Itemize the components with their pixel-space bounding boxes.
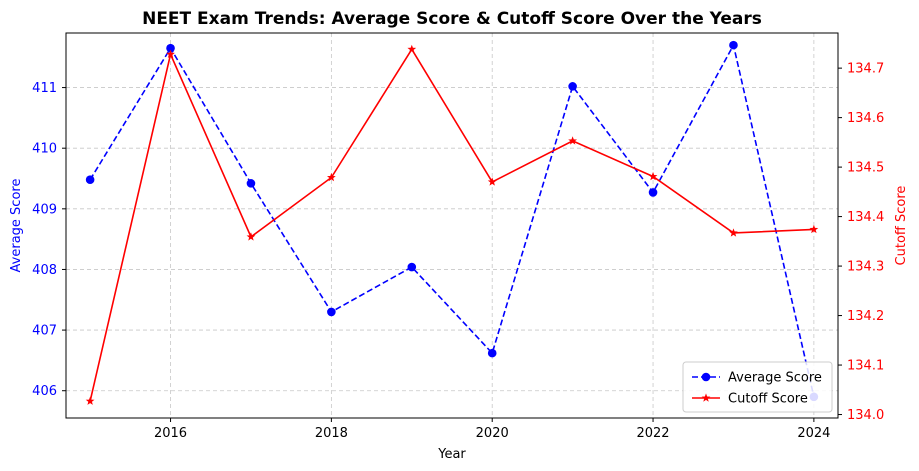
cutoff-score-point xyxy=(246,232,256,241)
y-right-tick-label: 134.4 xyxy=(847,210,884,225)
average-score-point xyxy=(407,262,417,272)
cutoff-score-point xyxy=(327,172,336,182)
cutoff-score-point xyxy=(487,177,497,186)
legend-cutoff-score-label: Cutoff Score xyxy=(728,392,808,407)
cutoff-score-point xyxy=(568,136,577,145)
y-left-tick-label: 408 xyxy=(32,263,57,278)
plot-frame xyxy=(65,32,839,419)
x-axis-label: Year xyxy=(437,447,466,462)
average-score-point xyxy=(648,188,658,197)
cutoff-score-point xyxy=(648,171,658,181)
axes-layer: 2016 2018 2020 2022 2024 406 407 408 409 410 411 13… xyxy=(32,62,884,441)
average-score-line xyxy=(89,42,815,397)
cutoff-score-line xyxy=(89,47,814,402)
y-right-tick-label: 134.3 xyxy=(847,260,884,275)
x-tick-label: 2024 xyxy=(797,426,830,441)
cutoff-score-point xyxy=(809,224,819,234)
y-axis-right-label: Cutoff Score xyxy=(894,186,909,266)
cutoff-score-point xyxy=(407,44,417,54)
cutoff-score-point xyxy=(729,228,738,237)
legend: Average Score Cutoff Score xyxy=(682,361,833,413)
y-right-tick-label: 134.7 xyxy=(847,62,884,77)
cutoff-score-point xyxy=(166,49,175,58)
y-right-tick-label: 134.0 xyxy=(847,408,884,423)
series-layer xyxy=(85,40,819,405)
y-right-tick-label: 134.2 xyxy=(847,309,884,324)
x-tick-label: 2018 xyxy=(315,426,348,441)
legend-cutoff-score-marker xyxy=(701,393,711,402)
legend-box xyxy=(682,361,833,413)
x-tick-label: 2022 xyxy=(636,426,669,441)
average-score-point xyxy=(85,175,95,185)
average-score-point xyxy=(568,82,577,91)
x-tick-label: 2016 xyxy=(154,426,187,441)
chart-title: NEET Exam Trends: Average Score & Cutoff… xyxy=(142,9,762,29)
average-score-point xyxy=(729,40,738,50)
x-tick-label: 2020 xyxy=(476,426,509,441)
legend-average-score-marker xyxy=(701,372,711,382)
y-left-tick-label: 406 xyxy=(32,384,57,399)
y-right-tick-label: 134.5 xyxy=(847,161,884,176)
y-right-tick-label: 134.6 xyxy=(847,111,884,126)
y-left-tick-label: 411 xyxy=(32,81,57,96)
legend-average-score-label: Average Score xyxy=(728,371,822,386)
average-score-point xyxy=(246,179,256,188)
average-score-point xyxy=(327,307,336,317)
y-left-tick-label: 409 xyxy=(32,202,57,217)
average-score-point xyxy=(487,348,497,358)
y-left-tick-label: 410 xyxy=(32,142,57,157)
y-axis-left-label: Average Score xyxy=(9,179,24,273)
cutoff-score-point xyxy=(85,396,95,405)
average-score-point xyxy=(166,43,175,53)
y-right-tick-label: 134.1 xyxy=(847,359,884,374)
y-left-tick-label: 407 xyxy=(32,324,57,339)
